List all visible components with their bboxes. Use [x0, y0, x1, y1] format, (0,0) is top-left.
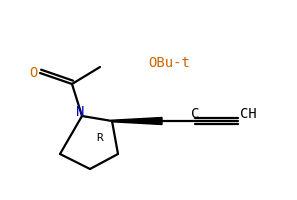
- Polygon shape: [112, 118, 162, 125]
- Text: C: C: [191, 106, 199, 120]
- Text: OBu-t: OBu-t: [148, 56, 190, 70]
- Text: R: R: [97, 132, 103, 142]
- Text: N: N: [76, 104, 84, 118]
- Text: O: O: [29, 66, 37, 80]
- Text: CH: CH: [240, 106, 256, 120]
